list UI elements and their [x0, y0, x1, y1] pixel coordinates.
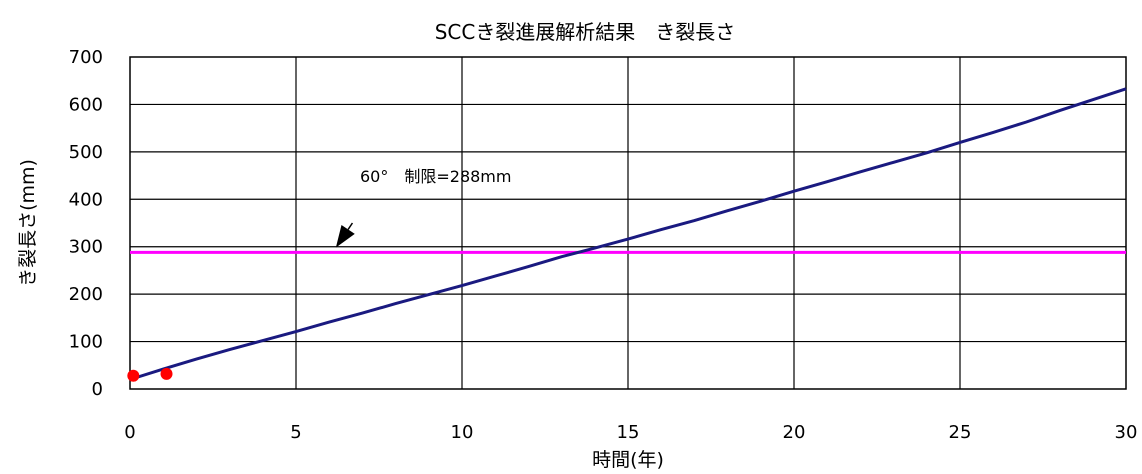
series-lines: [129, 87, 1127, 381]
x-tick-label: 0: [124, 422, 135, 443]
data-point: [160, 367, 173, 380]
y-tick-label: 700: [69, 47, 103, 68]
series-line: [129, 87, 1127, 381]
y-tick-label: 300: [69, 237, 103, 258]
y-tick-labels: 0 100 200 300 400 500 600 700: [69, 47, 103, 400]
y-tick-label: 100: [69, 332, 103, 353]
data-points: [127, 367, 173, 382]
x-tick-label: 5: [290, 422, 301, 443]
x-tick-label: 25: [949, 422, 972, 443]
x-tick-labels: 0 5 10 15 20 25 30: [124, 422, 1137, 443]
chart-title: SCCき裂進展解析結果 き裂長さ: [435, 20, 736, 44]
data-point: [127, 369, 140, 382]
y-tick-label: 600: [69, 94, 103, 115]
annotation-label: 60° 制限=288mm: [360, 167, 511, 186]
y-tick-label: 200: [69, 284, 103, 305]
x-tick-label: 10: [451, 422, 474, 443]
annotation-arrow-head: [335, 224, 355, 248]
x-tick-label: 30: [1115, 422, 1138, 443]
y-tick-label: 400: [69, 189, 103, 210]
gridlines: [130, 57, 1126, 389]
x-axis-label: 時間(年): [592, 449, 664, 471]
y-tick-label: 500: [69, 142, 103, 163]
x-tick-label: 20: [783, 422, 806, 443]
annotations: 60° 制限=288mm: [335, 167, 511, 248]
x-tick-label: 15: [617, 422, 640, 443]
annotation-arrow-line: [347, 222, 354, 230]
y-tick-label: 0: [92, 379, 103, 400]
y-axis-label: き裂長さ(mm): [17, 159, 39, 287]
